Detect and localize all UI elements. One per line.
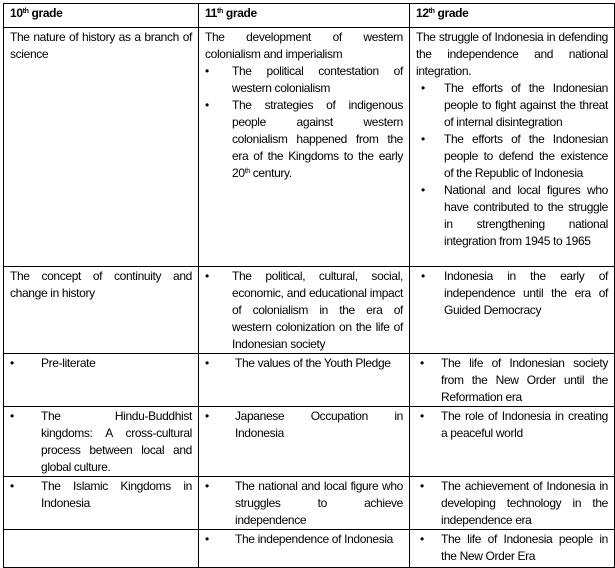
- cell-10th: The concept of continuity and change in …: [3, 266, 199, 354]
- item-text: The independence of Indonesia: [235, 532, 393, 546]
- item-text: The political, cultural, social, economi…: [232, 269, 403, 351]
- grade-label: grade: [28, 6, 63, 20]
- curriculum-table: 10th grade 11th grade 12th grade The nat…: [3, 3, 615, 568]
- list-item: The efforts of the Indonesian people to …: [416, 131, 608, 182]
- item-text-tail: century.: [249, 166, 292, 180]
- item-text: The national and local figure who strugg…: [235, 479, 403, 527]
- cell-10th: Pre-literate: [3, 353, 199, 407]
- cell-12th: The life of Indonesian society from the …: [409, 353, 615, 407]
- grade-label: grade: [222, 6, 257, 20]
- cell-12th: The achievement of Indonesia in developi…: [409, 476, 615, 530]
- list-item: Japanese Occupation in Indonesia: [205, 408, 403, 442]
- item-text: Indonesia in the early of independence u…: [444, 269, 608, 317]
- table-row: The independence of Indonesia The life o…: [3, 529, 615, 568]
- list-item: The independence of Indonesia: [205, 531, 403, 548]
- table-row: The Islamic Kingdoms in Indonesia The na…: [3, 476, 615, 530]
- list-item: The Islamic Kingdoms in Indonesia: [10, 478, 192, 512]
- item-text: The achievement of Indonesia in developi…: [441, 479, 608, 527]
- list-item: The life of Indonesian society from the …: [416, 355, 608, 406]
- cell-10th: The nature of history as a branch of sci…: [3, 27, 199, 267]
- item-text: Pre-literate: [41, 356, 96, 370]
- item-text: The political contestation of western co…: [232, 64, 403, 95]
- ordinal-suffix: th: [22, 8, 29, 15]
- list-item: The Hindu-Buddhist kingdoms: A cross-cul…: [10, 408, 192, 476]
- item-text: The life of Indonesian society from the …: [441, 356, 608, 404]
- item-text: The Islamic Kingdoms in Indonesia: [41, 479, 192, 510]
- cell-10th: The Hindu-Buddhist kingdoms: A cross-cul…: [3, 406, 199, 477]
- header-10th-grade: 10th grade: [3, 3, 199, 28]
- topic-text: The concept of continuity and change in …: [10, 269, 192, 300]
- topic-intro: The development of western colonialism a…: [205, 30, 403, 61]
- cell-11th: The political, cultural, social, economi…: [198, 266, 410, 354]
- cell-12th: The life of Indonesia people in the New …: [409, 529, 615, 568]
- topic-list: The political contestation of western co…: [205, 63, 403, 182]
- grade-number: 12: [416, 6, 429, 20]
- item-text: The values of the Youth Pledge: [235, 356, 391, 370]
- table-row: The nature of history as a branch of sci…: [3, 27, 615, 267]
- item-text: National and local figures who have cont…: [444, 183, 608, 248]
- topic-text: The nature of history as a branch of sci…: [10, 30, 192, 61]
- header-12th-grade: 12th grade: [409, 3, 615, 28]
- cell-12th: The struggle of Indonesia in defending t…: [409, 27, 615, 267]
- topic-intro: The struggle of Indonesia in defending t…: [416, 30, 608, 78]
- list-item: National and local figures who have cont…: [416, 182, 608, 250]
- list-item: The strategies of indigenous people agai…: [205, 97, 403, 182]
- list-item: Indonesia in the early of independence u…: [416, 268, 608, 319]
- ordinal-suffix: th: [244, 168, 251, 175]
- list-item: The national and local figure who strugg…: [205, 478, 403, 529]
- table-row: The concept of continuity and change in …: [3, 266, 615, 354]
- item-text: The Hindu-Buddhist kingdoms: A cross-cul…: [41, 409, 192, 474]
- item-text: The efforts of the Indonesian people to …: [444, 132, 608, 180]
- table-row: The Hindu-Buddhist kingdoms: A cross-cul…: [3, 406, 615, 477]
- list-item: The efforts of the Indonesian people to …: [416, 80, 608, 131]
- list-item: The political, cultural, social, economi…: [205, 268, 403, 353]
- list-item: The values of the Youth Pledge: [205, 355, 403, 372]
- cell-12th: Indonesia in the early of independence u…: [409, 266, 615, 354]
- cell-11th: The independence of Indonesia: [198, 529, 410, 568]
- table-row: Pre-literate The values of the Youth Ple…: [3, 353, 615, 407]
- list-item: The political contestation of western co…: [205, 63, 403, 97]
- cell-11th: Japanese Occupation in Indonesia: [198, 406, 410, 477]
- list-item: Pre-literate: [10, 355, 192, 372]
- cell-11th: The values of the Youth Pledge: [198, 353, 410, 407]
- item-text: Japanese Occupation in Indonesia: [235, 409, 403, 440]
- grade-label: grade: [434, 6, 469, 20]
- item-text: The role of Indonesia in creating a peac…: [441, 409, 608, 440]
- cell-11th: The national and local figure who strugg…: [198, 476, 410, 530]
- ordinal-suffix: th: [217, 8, 223, 15]
- header-11th-grade: 11th grade: [198, 3, 410, 28]
- cell-11th: The development of western colonialism a…: [198, 27, 410, 267]
- header-row: 10th grade 11th grade 12th grade: [3, 3, 615, 28]
- grade-number: 10: [10, 6, 23, 20]
- list-item: The role of Indonesia in creating a peac…: [416, 408, 608, 442]
- ordinal-suffix: th: [428, 8, 435, 15]
- cell-10th-empty: [3, 529, 199, 568]
- list-item: The achievement of Indonesia in developi…: [416, 478, 608, 529]
- cell-10th: The Islamic Kingdoms in Indonesia: [3, 476, 199, 530]
- grade-number: 11: [205, 6, 217, 20]
- topic-list: The efforts of the Indonesian people to …: [416, 80, 608, 250]
- item-text: The life of Indonesia people in the New …: [441, 532, 608, 563]
- item-text: The strategies of indigenous people agai…: [232, 98, 403, 180]
- cell-12th: The role of Indonesia in creating a peac…: [409, 406, 615, 477]
- item-text: The efforts of the Indonesian people to …: [444, 81, 608, 129]
